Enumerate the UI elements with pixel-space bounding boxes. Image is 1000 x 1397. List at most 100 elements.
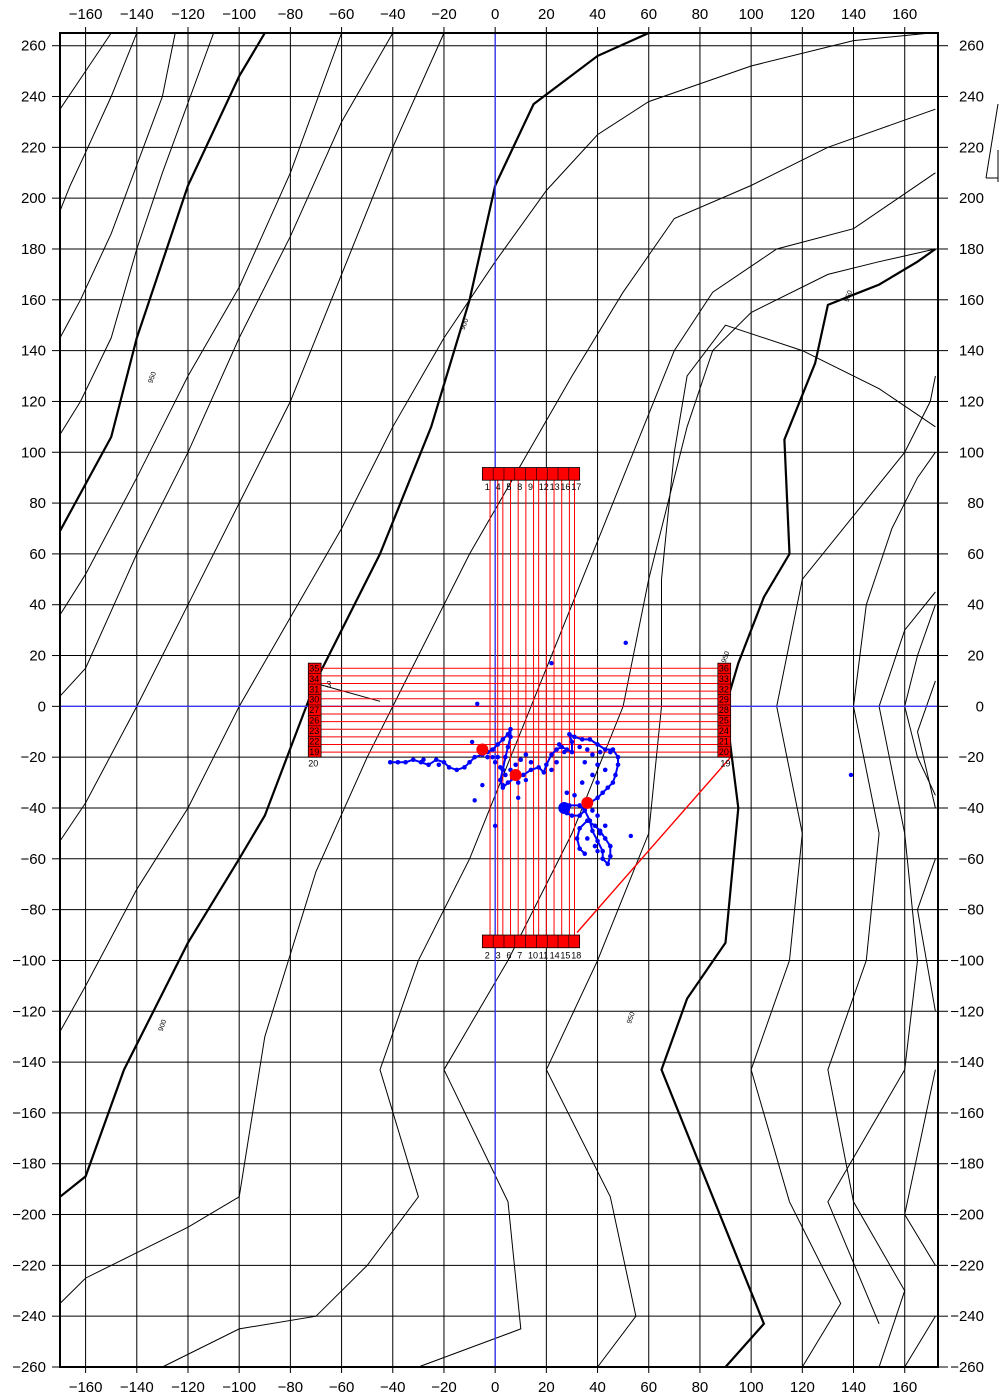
trace-point xyxy=(572,792,577,798)
x-tick-label-top: 60 xyxy=(640,6,657,23)
y-tick-label-right: −120 xyxy=(950,1003,984,1020)
y-tick-label-right: 180 xyxy=(959,241,984,258)
x-tick-label-bottom: −100 xyxy=(222,1379,256,1396)
y-tick-label-right: 140 xyxy=(959,343,984,360)
trace-point xyxy=(592,823,598,829)
y-tick-label-right: 260 xyxy=(959,38,984,55)
trace-point xyxy=(602,836,608,841)
trace-point xyxy=(572,734,577,740)
sensor-bars: 1 4 5 8 9 12 13 16 172 3 6 7 10 11 14 15 183534313027262… xyxy=(307,467,732,961)
sensor-label: 1 xyxy=(485,482,490,492)
y-tick-label-right: −40 xyxy=(959,800,984,817)
x-tick-label-top: 160 xyxy=(892,6,917,23)
trace-point xyxy=(582,851,588,857)
contour-line xyxy=(59,32,215,435)
trace-point xyxy=(600,790,605,796)
trace-point xyxy=(597,831,603,836)
sensor-beams xyxy=(321,480,732,936)
sensor-bar xyxy=(481,467,581,481)
x-tick-label-top: 140 xyxy=(841,6,866,23)
trajectory-trace xyxy=(387,640,854,867)
trace-point xyxy=(577,826,582,831)
trace-point xyxy=(605,785,611,790)
contour-line xyxy=(59,32,266,532)
y-tick-label-left: 260 xyxy=(21,38,46,55)
sensor-label: 21 xyxy=(719,737,729,747)
sensor-label: 11 xyxy=(539,951,548,961)
y-tick-label-right: 200 xyxy=(959,190,984,207)
contour-line xyxy=(827,591,936,1324)
trace-point xyxy=(595,838,600,844)
y-tick-label-left: 180 xyxy=(21,241,46,258)
outlier-point xyxy=(469,739,475,745)
y-tick-label-right: 240 xyxy=(959,89,984,106)
contour-lines: 950 900 900 950 950 950 xyxy=(59,31,937,1368)
x-tick-label-bottom: 160 xyxy=(892,1379,917,1396)
trace-point xyxy=(387,759,393,765)
x-tick-label-top: −20 xyxy=(431,6,456,23)
trace-point xyxy=(467,759,472,765)
y-tick-label-left: −120 xyxy=(12,1003,46,1020)
contour-label: 950 xyxy=(721,650,732,663)
x-tick-label-top: −80 xyxy=(278,6,303,23)
trace-point xyxy=(454,767,460,773)
trace-point xyxy=(595,762,600,768)
y-tick-label-left: −240 xyxy=(12,1308,46,1325)
y-tick-label-right: −100 xyxy=(950,952,984,969)
sensor-label: 26 xyxy=(309,716,319,726)
red-marker xyxy=(581,796,594,809)
trace-point xyxy=(613,772,618,778)
x-tick-label-bottom: −120 xyxy=(171,1379,205,1396)
trace-point xyxy=(615,762,621,768)
y-tick-label-left: 160 xyxy=(21,292,46,309)
trace-point xyxy=(485,754,490,760)
frame-rect xyxy=(59,32,939,1368)
trace-point xyxy=(608,853,613,859)
y-tick-label-right: 100 xyxy=(959,444,984,461)
trace-point xyxy=(495,742,501,747)
sensor-label: 4 xyxy=(496,482,501,492)
tick-labels: −160 −160 −140 −140 −120 −120 −100 −100 −80 −80 −6… xyxy=(12,6,984,1396)
corner-label: 20 xyxy=(308,758,318,768)
trace-point xyxy=(536,765,541,770)
sensor-label: 36 xyxy=(719,663,729,673)
contour-line xyxy=(904,1069,936,1266)
y-tick-label-left: −200 xyxy=(12,1207,46,1224)
trace-point xyxy=(590,772,595,778)
trace-point xyxy=(577,813,582,818)
x-tick-label-bottom: −40 xyxy=(380,1379,405,1396)
trace-point xyxy=(544,762,549,768)
sensor-label: 16 xyxy=(560,482,570,492)
contour-label: 900 xyxy=(460,318,471,331)
sensor-label: 17 xyxy=(571,482,581,492)
x-tick-label-top: −120 xyxy=(171,6,205,23)
trace-point xyxy=(515,780,521,785)
sensor-bar xyxy=(481,934,581,949)
trace-point xyxy=(523,752,529,757)
trace-point xyxy=(436,762,442,768)
x-tick-label-bottom: −60 xyxy=(329,1379,354,1396)
y-tick-label-left: 220 xyxy=(21,139,46,156)
sensor-label: 28 xyxy=(719,705,729,715)
trace-point xyxy=(403,759,408,765)
trace-point xyxy=(395,759,401,765)
y-tick-label-left: −20 xyxy=(21,749,46,766)
x-tick-label-top: −160 xyxy=(69,6,103,23)
y-tick-label-left: 120 xyxy=(21,393,46,410)
y-tick-label-left: −40 xyxy=(21,800,46,817)
y-tick-label-left: −80 xyxy=(21,902,46,919)
contour-line xyxy=(418,248,936,1368)
outlier-point xyxy=(472,798,477,803)
trace-point xyxy=(446,765,452,770)
trace-point xyxy=(554,759,559,765)
x-tick-label-top: −100 xyxy=(222,6,256,23)
trace-point xyxy=(605,861,611,867)
trace-point xyxy=(528,759,534,765)
sensor-label: 5 xyxy=(506,482,511,492)
outlier-point xyxy=(523,777,529,783)
contour-label: 950 xyxy=(844,290,855,303)
trace-point xyxy=(549,767,554,773)
y-tick-label-left: −140 xyxy=(12,1054,46,1071)
sensor-label: 31 xyxy=(309,684,319,694)
trace-point xyxy=(495,754,501,760)
